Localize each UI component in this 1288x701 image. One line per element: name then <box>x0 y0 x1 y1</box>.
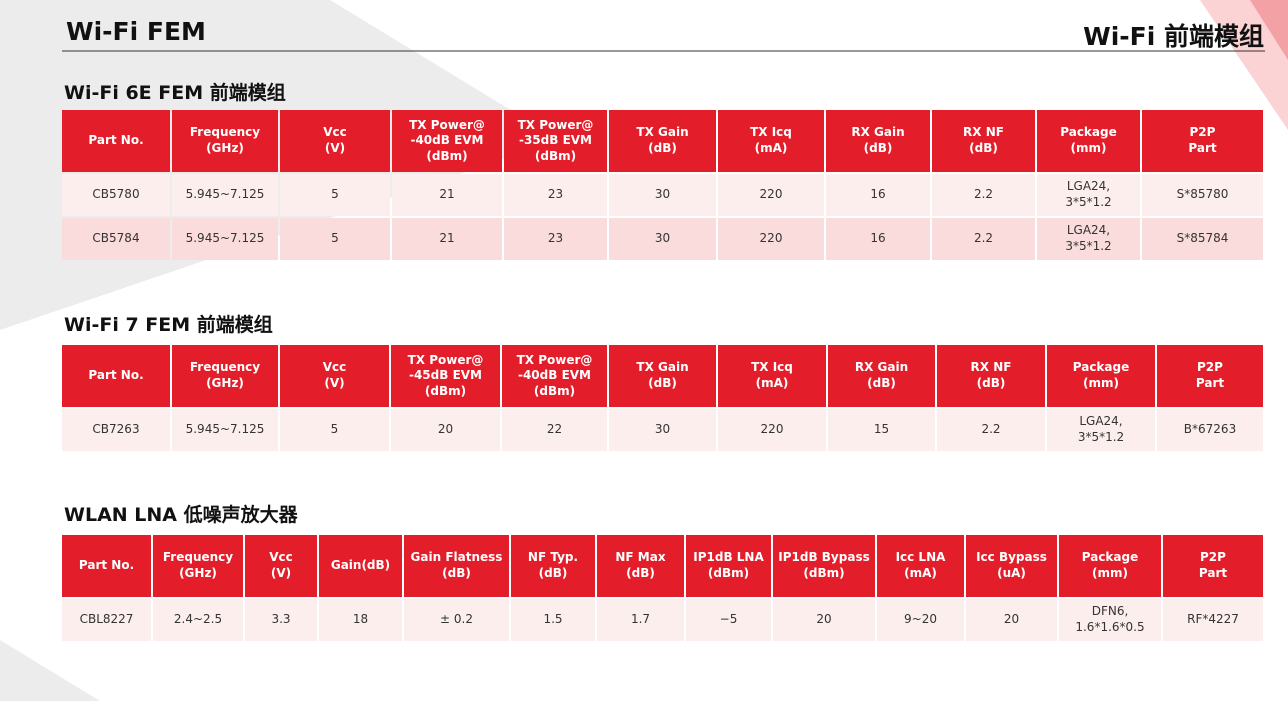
column-header: Part No. <box>62 345 170 407</box>
table-cell: 9~20 <box>877 599 964 641</box>
header-title: Wi-Fi 前端模组 <box>1083 22 1264 51</box>
column-header: Part No. <box>62 110 170 172</box>
column-header: P2P Part <box>1157 345 1263 407</box>
bg-shape <box>0 640 100 701</box>
table-cell: CB7263 <box>62 409 170 451</box>
table-cell: LGA24, 3*5*1.2 <box>1037 174 1140 216</box>
column-header: NF Typ. (dB) <box>511 535 595 597</box>
table-cell: 220 <box>718 409 826 451</box>
table-cell: 22 <box>502 409 607 451</box>
table-cell: 20 <box>773 599 875 641</box>
column-header: Gain Flatness (dB) <box>404 535 509 597</box>
table-cell: 21 <box>392 218 502 260</box>
table-cell: 30 <box>609 218 716 260</box>
column-header: Icc LNA (mA) <box>877 535 964 597</box>
table-cell: 1.7 <box>597 599 684 641</box>
table-cell: 23 <box>504 218 607 260</box>
column-header: Frequency (GHz) <box>153 535 243 597</box>
table-cell: 2.4~2.5 <box>153 599 243 641</box>
header-title: Wi-Fi FEM <box>66 17 206 46</box>
column-header: RX Gain (dB) <box>828 345 935 407</box>
table-cell: 20 <box>966 599 1057 641</box>
table-cell: 1.5 <box>511 599 595 641</box>
section-title: Wi-Fi 6E FEM 前端模组 <box>64 82 286 104</box>
table-cell: 30 <box>609 174 716 216</box>
table-cell: −5 <box>686 599 771 641</box>
column-header: Package (mm) <box>1059 535 1161 597</box>
table-cell: 5 <box>280 409 389 451</box>
column-header: Package (mm) <box>1037 110 1140 172</box>
column-header: Frequency (GHz) <box>172 110 278 172</box>
table-cell: 5.945~7.125 <box>172 218 278 260</box>
column-header: TX Power@ -40dB EVM (dBm) <box>502 345 607 407</box>
table-cell: LGA24, 3*5*1.2 <box>1037 218 1140 260</box>
column-header: Frequency (GHz) <box>172 345 278 407</box>
column-header: Vcc (V) <box>280 345 389 407</box>
table-cell: 16 <box>826 174 930 216</box>
column-header: NF Max (dB) <box>597 535 684 597</box>
column-header: TX Power@ -45dB EVM (dBm) <box>391 345 500 407</box>
table-cell: 2.2 <box>932 174 1035 216</box>
column-header: RX Gain (dB) <box>826 110 930 172</box>
column-header: TX Power@ -40dB EVM (dBm) <box>392 110 502 172</box>
column-header: Part No. <box>62 535 151 597</box>
table-cell: CBL8227 <box>62 599 151 641</box>
column-header: Gain(dB) <box>319 535 402 597</box>
column-header: TX Gain (dB) <box>609 345 716 407</box>
bg-shape <box>1200 0 1288 130</box>
table-cell: 15 <box>828 409 935 451</box>
table-cell: 18 <box>319 599 402 641</box>
column-header: Vcc (V) <box>280 110 390 172</box>
column-header: IP1dB LNA (dBm) <box>686 535 771 597</box>
table-cell: RF*4227 <box>1163 599 1263 641</box>
table-cell: 220 <box>718 218 824 260</box>
table-cell: 5 <box>280 218 390 260</box>
table-cell: S*85780 <box>1142 174 1263 216</box>
column-header: TX Icq (mA) <box>718 110 824 172</box>
table-cell: B*67263 <box>1157 409 1263 451</box>
table-cell: 21 <box>392 174 502 216</box>
table-cell: CB5780 <box>62 174 170 216</box>
table-cell: ± 0.2 <box>404 599 509 641</box>
table-cell: 3.3 <box>245 599 317 641</box>
table-cell: 5.945~7.125 <box>172 409 278 451</box>
column-header: P2P Part <box>1142 110 1263 172</box>
column-header: TX Icq (mA) <box>718 345 826 407</box>
table-cell: 5.945~7.125 <box>172 174 278 216</box>
table-cell: S*85784 <box>1142 218 1263 260</box>
table-cell: CB5784 <box>62 218 170 260</box>
table-cell: 23 <box>504 174 607 216</box>
table-cell: 220 <box>718 174 824 216</box>
column-header: Package (mm) <box>1047 345 1155 407</box>
column-header: TX Power@ -35dB EVM (dBm) <box>504 110 607 172</box>
column-header: TX Gain (dB) <box>609 110 716 172</box>
table-cell: 16 <box>826 218 930 260</box>
column-header: RX NF (dB) <box>932 110 1035 172</box>
column-header: Vcc (V) <box>245 535 317 597</box>
table-cell: 30 <box>609 409 716 451</box>
column-header: RX NF (dB) <box>937 345 1045 407</box>
table-cell: 2.2 <box>932 218 1035 260</box>
table-cell: LGA24, 3*5*1.2 <box>1047 409 1155 451</box>
column-header: Icc Bypass (uA) <box>966 535 1057 597</box>
table-cell: DFN6, 1.6*1.6*0.5 <box>1059 599 1161 641</box>
section-title: Wi-Fi 7 FEM 前端模组 <box>64 314 273 336</box>
bg-shape <box>1250 0 1288 60</box>
table-cell: 2.2 <box>937 409 1045 451</box>
table-cell: 20 <box>391 409 500 451</box>
column-header: IP1dB Bypass (dBm) <box>773 535 875 597</box>
column-header: P2P Part <box>1163 535 1263 597</box>
section-title: WLAN LNA 低噪声放大器 <box>64 504 298 526</box>
table-cell: 5 <box>280 174 390 216</box>
